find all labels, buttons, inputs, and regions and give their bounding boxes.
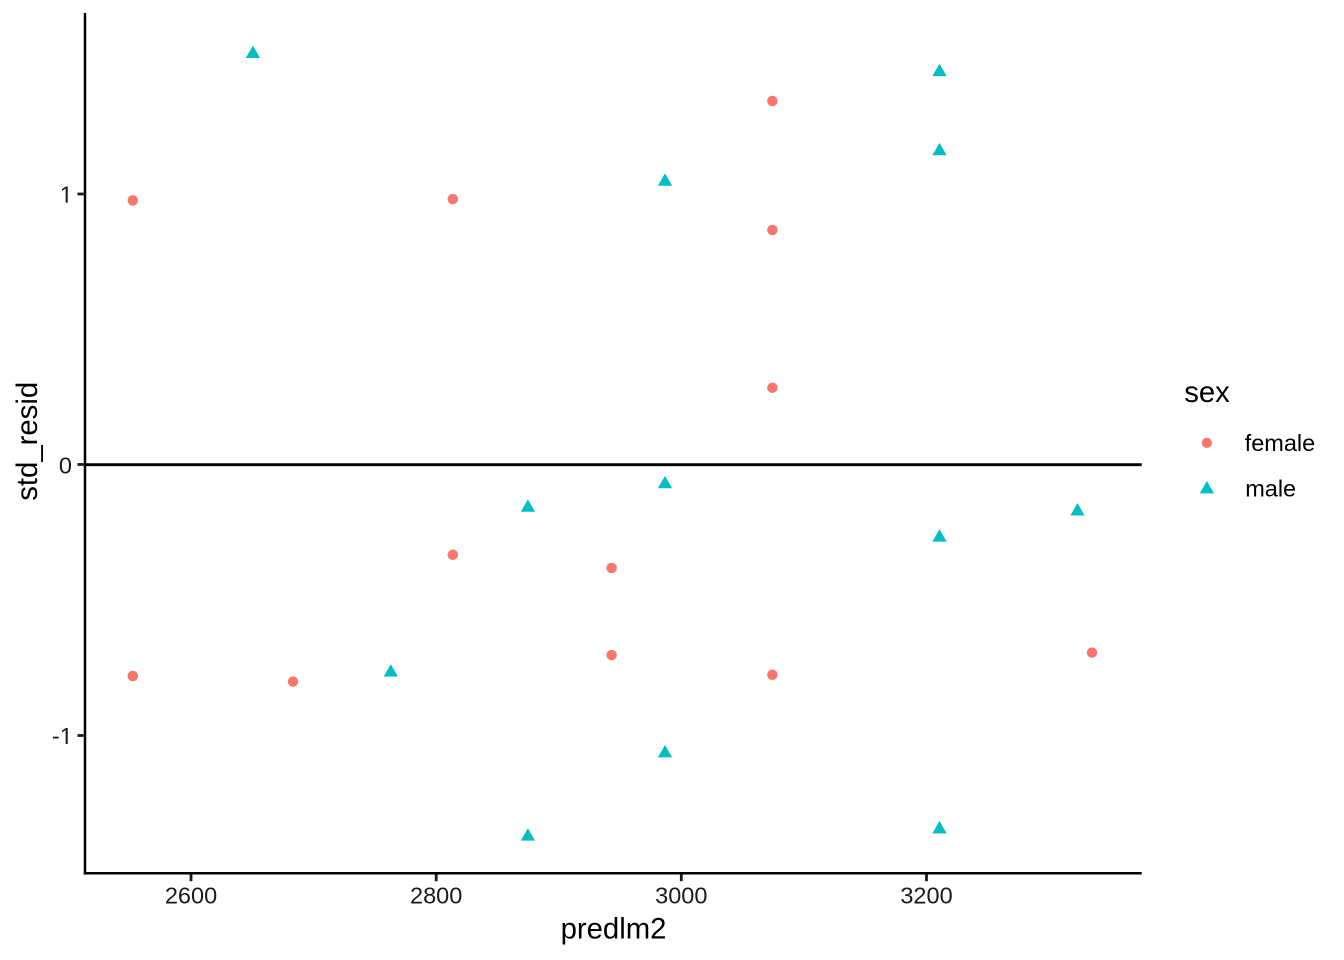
svg-text:2600: 2600 <box>165 883 217 909</box>
svg-text:3200: 3200 <box>900 883 952 909</box>
svg-text:male: male <box>1245 476 1296 502</box>
svg-text:female: female <box>1245 430 1316 456</box>
svg-text:3000: 3000 <box>655 883 707 909</box>
svg-text:2800: 2800 <box>410 883 462 909</box>
svg-text:sex: sex <box>1184 376 1230 409</box>
svg-text:0: 0 <box>59 452 72 478</box>
svg-text:std_resid: std_resid <box>11 382 44 501</box>
svg-text:predlm2: predlm2 <box>561 913 667 946</box>
